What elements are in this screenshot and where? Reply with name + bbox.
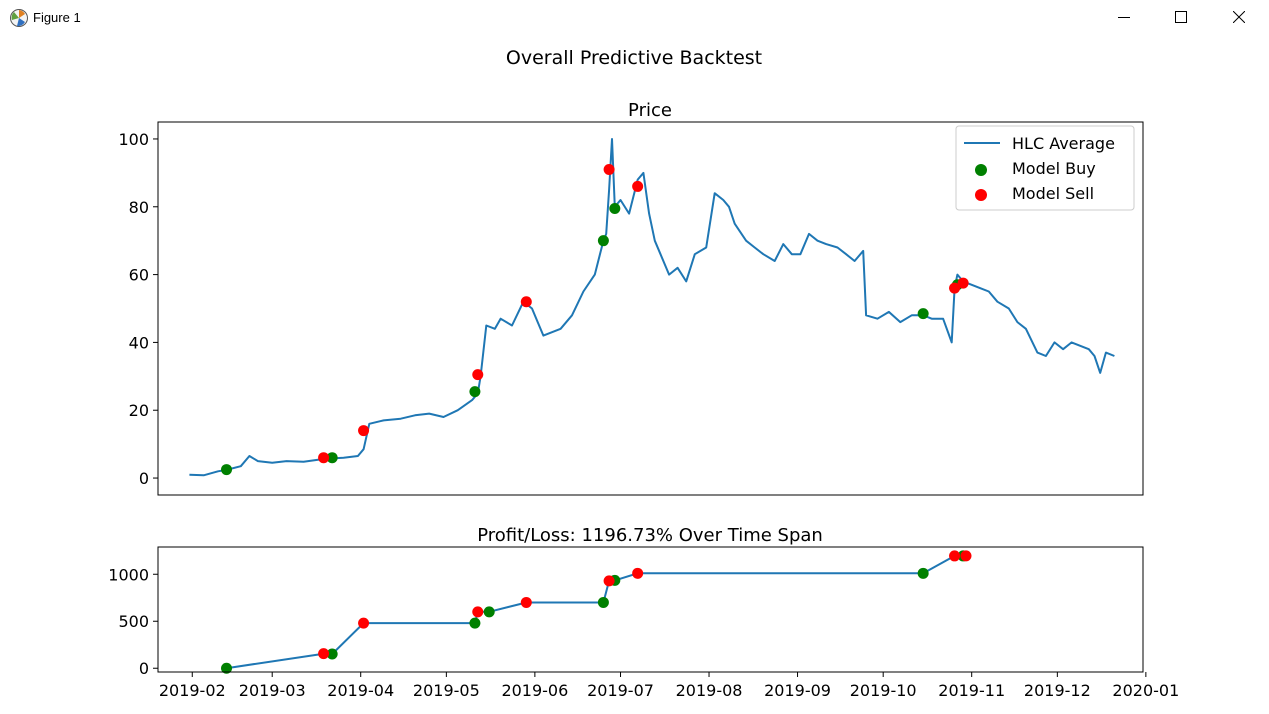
price-buy-marker	[597, 235, 609, 247]
pnl-ytick-label: 0	[139, 659, 149, 678]
pnl-sell-marker	[949, 550, 961, 562]
price-ytick-label: 40	[129, 333, 149, 352]
price-buy-marker	[221, 464, 233, 476]
pnl-sell-marker	[358, 617, 370, 629]
pnl-xtick-label: 2019-03	[239, 681, 306, 700]
pnl-chart-y-axis: 0 500 1000	[108, 565, 158, 678]
pnl-buy-marker	[469, 617, 481, 629]
pnl-chart-x-axis: 2019-02 2019-03 2019-04 2019-05 2019-06 2019-…	[159, 672, 1179, 700]
pnl-xtick-label: 2019-02	[159, 681, 226, 700]
pnl-ytick-label: 500	[118, 612, 149, 631]
window-title: Figure 1	[33, 10, 81, 25]
pnl-buy-marker	[221, 662, 233, 674]
price-sell-marker	[603, 163, 615, 175]
pnl-chart-title: Profit/Loss: 1196.73% Over Time Span	[477, 525, 823, 546]
price-ytick-label: 100	[118, 130, 149, 149]
pnl-series-line	[226, 554, 967, 670]
pnl-xtick-label: 2019-04	[327, 681, 394, 700]
price-sell-marker	[318, 452, 330, 464]
pnl-sell-marker	[632, 567, 644, 579]
pnl-buy-marker	[917, 567, 929, 579]
price-chart-y-axis: 0 20 40 60 80 100	[118, 130, 158, 488]
price-buy-marker	[469, 386, 481, 398]
price-chart-plot-area	[189, 138, 1115, 477]
close-icon	[1233, 11, 1245, 23]
pnl-buy-marker	[597, 596, 609, 608]
price-chart-legend: HLC Average Model Buy Model Sell	[955, 125, 1135, 211]
figure-suptitle: Overall Predictive Backtest	[506, 47, 762, 69]
close-button[interactable]	[1210, 0, 1268, 34]
pnl-xtick-label: 2019-05	[413, 681, 480, 700]
pnl-xtick-label: 2019-11	[938, 681, 1005, 700]
pnl-sell-marker	[603, 575, 615, 587]
minimize-button[interactable]	[1095, 0, 1153, 34]
pnl-buy-marker	[326, 648, 338, 660]
pnl-xtick-label: 2019-08	[676, 681, 743, 700]
price-ytick-label: 80	[129, 198, 149, 217]
maximize-button[interactable]	[1152, 0, 1210, 34]
pnl-sell-marker	[520, 596, 532, 608]
legend-label-model-buy: Model Buy	[1012, 159, 1096, 178]
legend-label-model-sell: Model Sell	[1012, 184, 1094, 203]
price-ytick-label: 0	[139, 469, 149, 488]
minimize-icon	[1118, 17, 1130, 18]
price-sell-marker	[358, 425, 370, 437]
price-ytick-label: 60	[129, 266, 149, 285]
pnl-sell-marker	[318, 648, 330, 660]
pnl-xtick-label: 2019-09	[764, 681, 831, 700]
price-chart-title: Price	[628, 100, 672, 121]
legend-buy-swatch	[975, 164, 987, 176]
pnl-sell-marker	[472, 606, 484, 618]
price-sell-marker	[632, 180, 644, 192]
price-sell-marker	[472, 369, 484, 381]
pnl-ytick-label: 1000	[108, 565, 149, 584]
price-ytick-label: 20	[129, 401, 149, 420]
price-sell-marker	[949, 282, 961, 294]
price-sell-marker	[520, 296, 532, 308]
price-buy-marker	[917, 308, 929, 320]
pnl-xtick-label: 2019-12	[1024, 681, 1091, 700]
maximize-icon	[1175, 11, 1187, 23]
pnl-xtick-label: 2020-01	[1112, 681, 1179, 700]
legend-label-hlc-average: HLC Average	[1012, 134, 1115, 153]
price-series-line	[189, 138, 1115, 477]
legend-sell-swatch	[975, 189, 987, 201]
price-buy-marker	[609, 202, 621, 214]
pnl-chart-frame	[157, 546, 1144, 673]
window-titlebar: Figure 1	[0, 0, 1269, 36]
pnl-chart-plot-area	[221, 550, 972, 674]
legend-frame	[955, 125, 1135, 211]
pnl-buy-marker	[483, 606, 495, 618]
price-sell-marker	[957, 277, 969, 289]
pnl-sell-marker	[960, 550, 972, 562]
price-buy-marker	[326, 452, 338, 464]
pnl-xtick-label: 2019-10	[850, 681, 917, 700]
pnl-xtick-label: 2019-07	[587, 681, 654, 700]
matplotlib-icon	[10, 9, 28, 27]
pnl-xtick-label: 2019-06	[501, 681, 568, 700]
price-chart-frame	[157, 121, 1144, 496]
